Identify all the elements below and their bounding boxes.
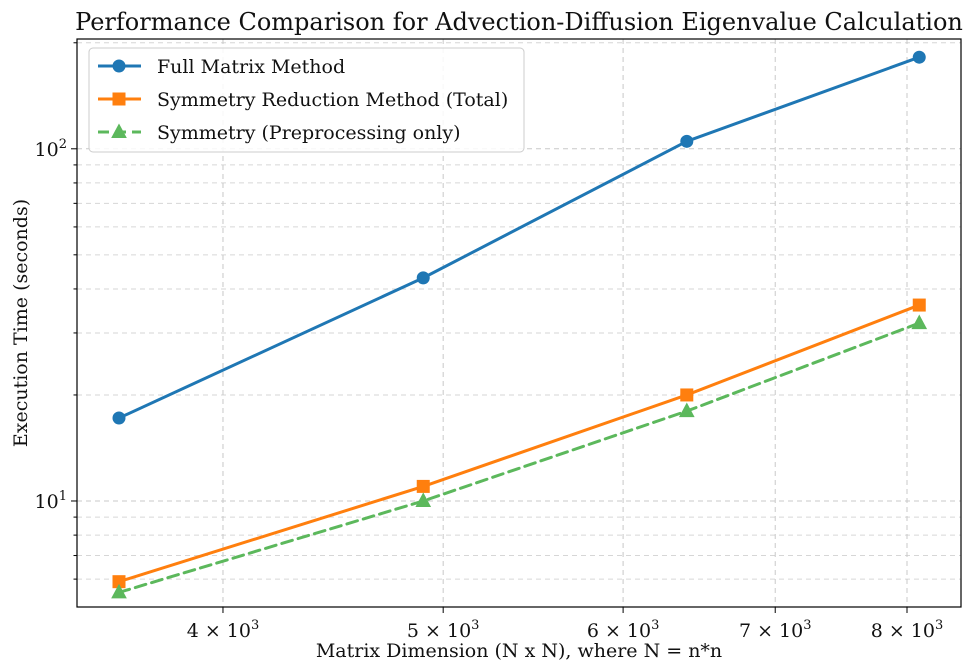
data-point — [912, 50, 926, 64]
legend-swatch-marker — [112, 59, 126, 73]
data-point — [912, 298, 926, 312]
y-tick-label: 101 — [35, 489, 67, 513]
data-point — [911, 314, 928, 330]
data-point — [416, 479, 430, 493]
plot-frame — [76, 38, 962, 608]
y-axis-label: Execution Time (seconds) — [10, 199, 32, 447]
legend-box — [88, 47, 525, 153]
series-2 — [112, 298, 926, 589]
legend-swatch-marker — [112, 92, 126, 106]
data-point — [112, 411, 126, 425]
data-point — [416, 271, 430, 285]
x-tick-label: 6 × 103 — [587, 618, 660, 642]
axis-ticks: 4 × 103 5 × 103 6 × 103 7 × 103 8 × 103 101 10… — [35, 42, 944, 642]
legend-label: Full Matrix Method — [157, 56, 345, 78]
series-3 — [111, 314, 928, 599]
series-line — [117, 303, 921, 584]
data-point — [678, 402, 695, 418]
x-axis-label: Matrix Dimension (N x N), where N = n*n — [316, 640, 722, 662]
legend: Full Matrix Method Symmetry Reduction Met… — [88, 47, 525, 153]
legend-swatch-marker — [111, 123, 127, 138]
x-tick-label: 5 × 103 — [407, 618, 480, 642]
data-point — [680, 388, 694, 402]
legend-label: Symmetry Reduction Method (Total) — [157, 89, 508, 111]
series-line — [117, 321, 921, 594]
x-tick-label: 8 × 103 — [871, 618, 944, 642]
chart-title: Performance Comparison for Advection-Dif… — [75, 8, 963, 36]
x-tick-label: 7 × 103 — [739, 618, 812, 642]
legend-label: Symmetry (Preprocessing only) — [157, 122, 461, 144]
series-1 — [112, 50, 926, 425]
data-point — [111, 583, 127, 599]
series-line — [117, 55, 921, 420]
data-point — [680, 134, 694, 148]
y-tick-label: 102 — [35, 137, 67, 161]
data-point — [415, 492, 432, 507]
x-tick-label: 4 × 103 — [187, 618, 260, 642]
series-layer — [111, 50, 928, 599]
